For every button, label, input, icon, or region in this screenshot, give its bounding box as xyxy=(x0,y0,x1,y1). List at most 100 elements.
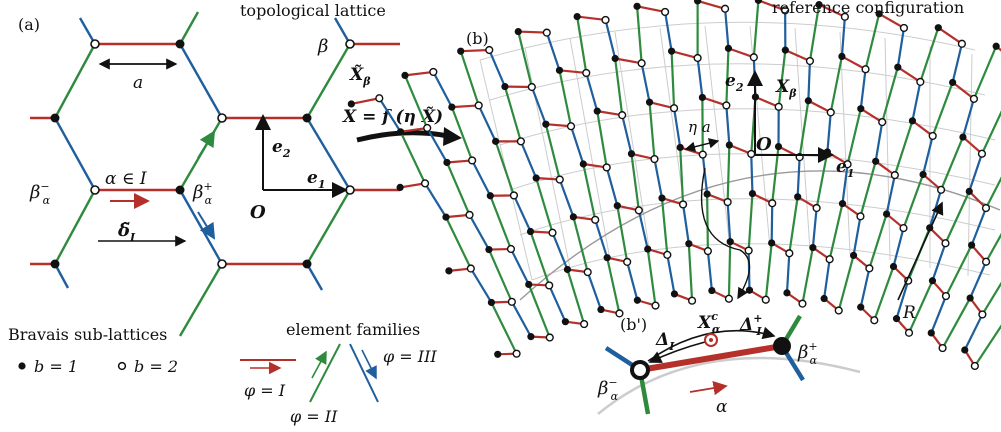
panel-b-prime-tag: (b') xyxy=(620,315,647,334)
lattice-node xyxy=(457,47,465,55)
lattice-edge xyxy=(829,56,843,113)
lattice-edge xyxy=(605,167,619,206)
lattice-edge xyxy=(696,57,704,98)
lattice-edge xyxy=(635,6,643,64)
lattice-edge xyxy=(503,86,522,142)
lattice-node xyxy=(474,101,483,110)
family-II-edges xyxy=(53,11,352,337)
lattice-node xyxy=(573,12,581,21)
lattice-edge xyxy=(512,194,532,232)
lattice-edge xyxy=(911,119,934,137)
delta-minus-arrow xyxy=(648,341,706,363)
lattice-node xyxy=(429,67,438,77)
beta-minus: β− α xyxy=(29,180,51,207)
lattice-edge xyxy=(558,70,573,127)
lattice-node xyxy=(693,53,702,63)
lattice-node xyxy=(992,42,1000,50)
lattice-edge xyxy=(798,100,810,158)
lattice-node xyxy=(445,267,453,275)
lattice-edge xyxy=(614,58,624,116)
lattice-node xyxy=(840,12,849,21)
lattice-node xyxy=(645,98,654,106)
lattice-node xyxy=(698,93,706,102)
lattice-edge xyxy=(460,48,490,53)
lattice-node xyxy=(708,286,716,295)
lattice-edge xyxy=(962,136,983,155)
delta-plus-label: Δ+ I xyxy=(739,312,762,338)
lattice-node xyxy=(825,255,834,264)
lattice-edge xyxy=(604,19,617,59)
lattice-node xyxy=(527,82,536,92)
lattice-node xyxy=(569,213,577,221)
lattice-edge xyxy=(585,72,599,112)
lattice-edge xyxy=(785,253,791,293)
lattice-node xyxy=(485,45,494,55)
lattice-edge xyxy=(788,196,799,254)
lattice-edge xyxy=(681,204,690,244)
lattice-edge xyxy=(701,154,709,195)
lattice-edge xyxy=(487,249,513,303)
lattice-edge xyxy=(931,242,947,282)
lattice-node xyxy=(865,264,874,273)
b1-marker xyxy=(18,362,26,370)
beta-plus-b-prime: β+ α xyxy=(797,340,818,367)
lattice-edge xyxy=(544,123,561,180)
lattice-node xyxy=(774,102,783,111)
lattice-edge xyxy=(660,197,669,255)
lattice-node xyxy=(545,333,554,342)
lattice-node xyxy=(602,163,611,172)
lattice-node xyxy=(486,192,494,200)
lattice-edge xyxy=(885,174,896,215)
lattice-node xyxy=(583,268,592,277)
lattice-edge xyxy=(973,324,1001,367)
lattice-node xyxy=(593,107,601,115)
lattice-edge xyxy=(881,66,899,123)
lattice-node xyxy=(658,194,666,202)
lattice-edge xyxy=(672,108,682,148)
lattice-edge xyxy=(597,110,623,117)
lattice-node xyxy=(916,77,925,87)
lattice-edge xyxy=(852,216,862,256)
lattice-edge xyxy=(963,313,984,351)
lattice-edge xyxy=(626,261,639,301)
lattice-node xyxy=(957,39,966,48)
lattice-edge xyxy=(450,106,474,161)
lattice-edge xyxy=(445,216,472,270)
lattice-nodes xyxy=(50,39,355,269)
lattice-edge xyxy=(576,16,588,74)
lattice-edge xyxy=(995,45,1001,52)
lattice-node xyxy=(634,206,643,215)
lattice-node xyxy=(669,104,679,113)
lattice-edge xyxy=(545,32,561,71)
lattice-edge xyxy=(944,190,971,244)
lattice-edge xyxy=(815,151,829,209)
lattice-node xyxy=(892,315,901,323)
lattice-node xyxy=(899,223,908,233)
lattice-edge xyxy=(399,182,426,189)
lattice-node xyxy=(961,346,969,354)
lattice-edge xyxy=(494,141,515,196)
lattice-node xyxy=(941,239,950,248)
lattice-edge xyxy=(864,13,881,70)
blue-direction-arrow xyxy=(197,211,216,240)
lattice-edge xyxy=(530,86,547,125)
lattice-node xyxy=(754,0,763,4)
lattice-node xyxy=(485,245,493,254)
lattice-node xyxy=(401,71,409,79)
lattice-node xyxy=(685,240,693,248)
e2-label-b: e2 xyxy=(725,71,744,94)
lattice-node xyxy=(794,193,802,201)
lattice-node xyxy=(978,310,987,319)
lattice-node xyxy=(651,301,660,310)
lattice-node xyxy=(919,170,927,179)
lattice-edge xyxy=(784,49,811,63)
lattice-edge xyxy=(826,112,832,153)
lattice-edge xyxy=(616,205,629,263)
lattice-node xyxy=(882,210,891,218)
lattice-node xyxy=(745,286,754,294)
lattice-node xyxy=(928,131,937,141)
lattice-edge xyxy=(551,232,569,270)
lattice-edge xyxy=(527,284,551,338)
phi-I-label: φ = I xyxy=(244,381,286,400)
lattice-edge xyxy=(972,45,998,100)
